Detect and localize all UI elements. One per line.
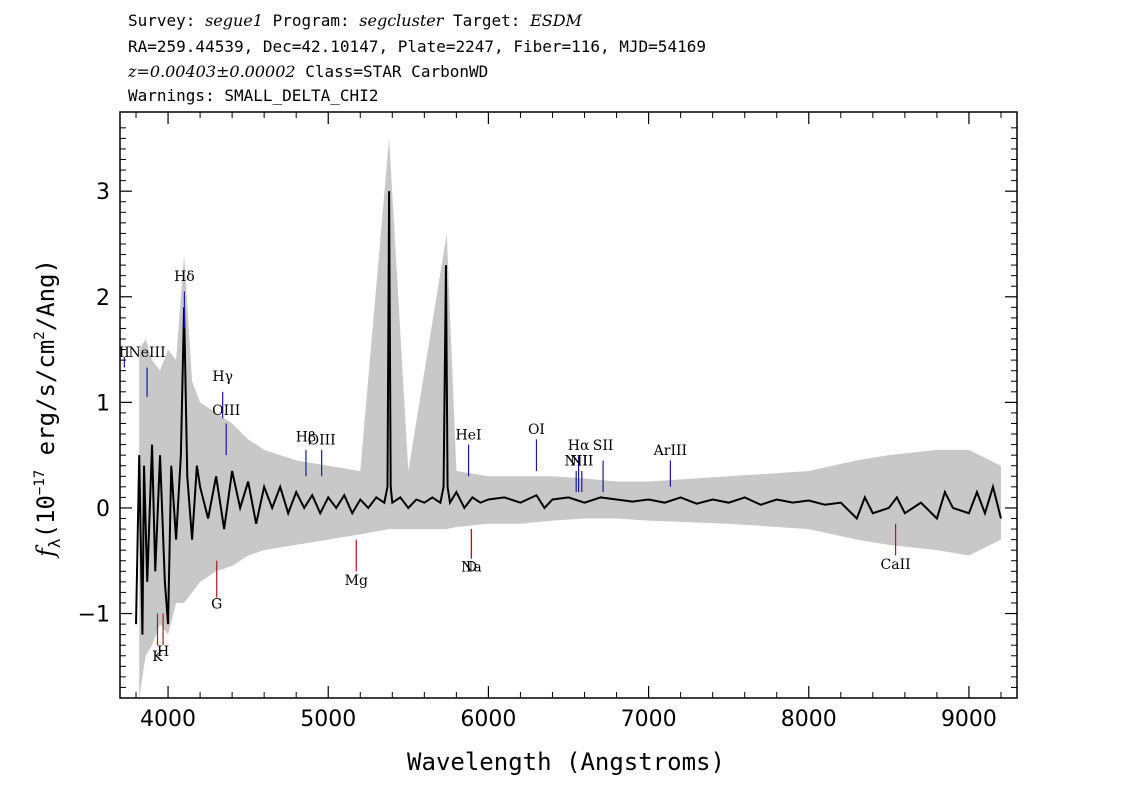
y-axis-sub: λ <box>45 538 64 548</box>
y-tick-label-1: 0 <box>96 497 110 522</box>
x-tick-label-4: 8000 <box>781 707 837 732</box>
line-label-17: Mg <box>345 573 368 589</box>
line-label-13: ArIII <box>653 443 687 459</box>
survey-label: Survey: <box>128 11 196 30</box>
target-label: Target: <box>453 11 521 30</box>
y-axis-pre: (10 <box>32 495 60 538</box>
program-value: segcluster <box>359 11 444 30</box>
line-label-10: Hα <box>568 438 590 454</box>
line-label-20: CaII <box>881 557 911 573</box>
y-axis-exp: −17 <box>32 470 48 495</box>
line-label-5: Hβ <box>296 429 316 445</box>
line-label-11: SII <box>593 438 614 454</box>
line-label-0: II <box>119 345 130 361</box>
x-tick-label-2: 6000 <box>460 707 516 732</box>
x-tick-label-0: 4000 <box>140 707 196 732</box>
header-line-2: RA=259.44539, Dec=42.10147, Plate=2247, … <box>128 37 706 56</box>
header-line-3: z=0.00403±0.00002 Class=STAR CarbonWD <box>128 63 488 81</box>
y-axis-mid: erg/s/cm <box>32 340 60 470</box>
line-label-4: OIII <box>212 403 240 419</box>
redshift-value: z=0.00403±0.00002 <box>128 62 296 81</box>
class-value: Class=STAR CarbonWD <box>305 62 489 81</box>
survey-value: segue1 <box>205 11 263 30</box>
y-axis-post: /Ang) <box>32 259 60 331</box>
y-axis-exp2: 2 <box>32 331 48 339</box>
x-tick-label-5: 9000 <box>941 707 997 732</box>
warnings-line: Warnings: SMALL_DELTA_CHI2 <box>128 86 379 105</box>
line-label-6: OIII <box>308 433 336 449</box>
x-axis-title: Wavelength (Angstroms) <box>407 748 725 776</box>
error-band <box>139 138 1001 698</box>
line-label-2: Hδ <box>174 269 195 285</box>
y-tick-label-4: 3 <box>96 180 110 205</box>
y-tick-label-2: 1 <box>96 391 110 416</box>
line-label-3: Hγ <box>212 369 233 385</box>
flux-line <box>135 191 1002 635</box>
line-label-7: HeI <box>456 427 482 443</box>
x-tick-label-1: 5000 <box>300 707 356 732</box>
plot-frame <box>119 111 1018 699</box>
line-label-16: G <box>211 596 222 612</box>
y-axis-title: fλ(10−17 erg/s/cm2/Ang) <box>32 259 64 559</box>
line-label-8: OI <box>528 422 545 438</box>
line-label-15: H <box>157 644 169 660</box>
x-tick-label-3: 7000 <box>621 707 677 732</box>
line-label-19: D <box>466 559 477 575</box>
target-value: ESDM <box>530 11 582 30</box>
line-label-18: Na <box>461 559 482 575</box>
line-label-14: K <box>152 649 163 665</box>
line-label-9: NII <box>565 454 588 470</box>
line-label-12: NII <box>570 454 593 470</box>
y-tick-label-3: 2 <box>96 286 110 311</box>
header-line-1: Survey: segue1 Program: segcluster Targe… <box>128 12 582 30</box>
line-label-1: NeIII <box>128 345 165 361</box>
y-tick-label-0: −1 <box>78 603 110 628</box>
program-label: Program: <box>272 11 350 30</box>
